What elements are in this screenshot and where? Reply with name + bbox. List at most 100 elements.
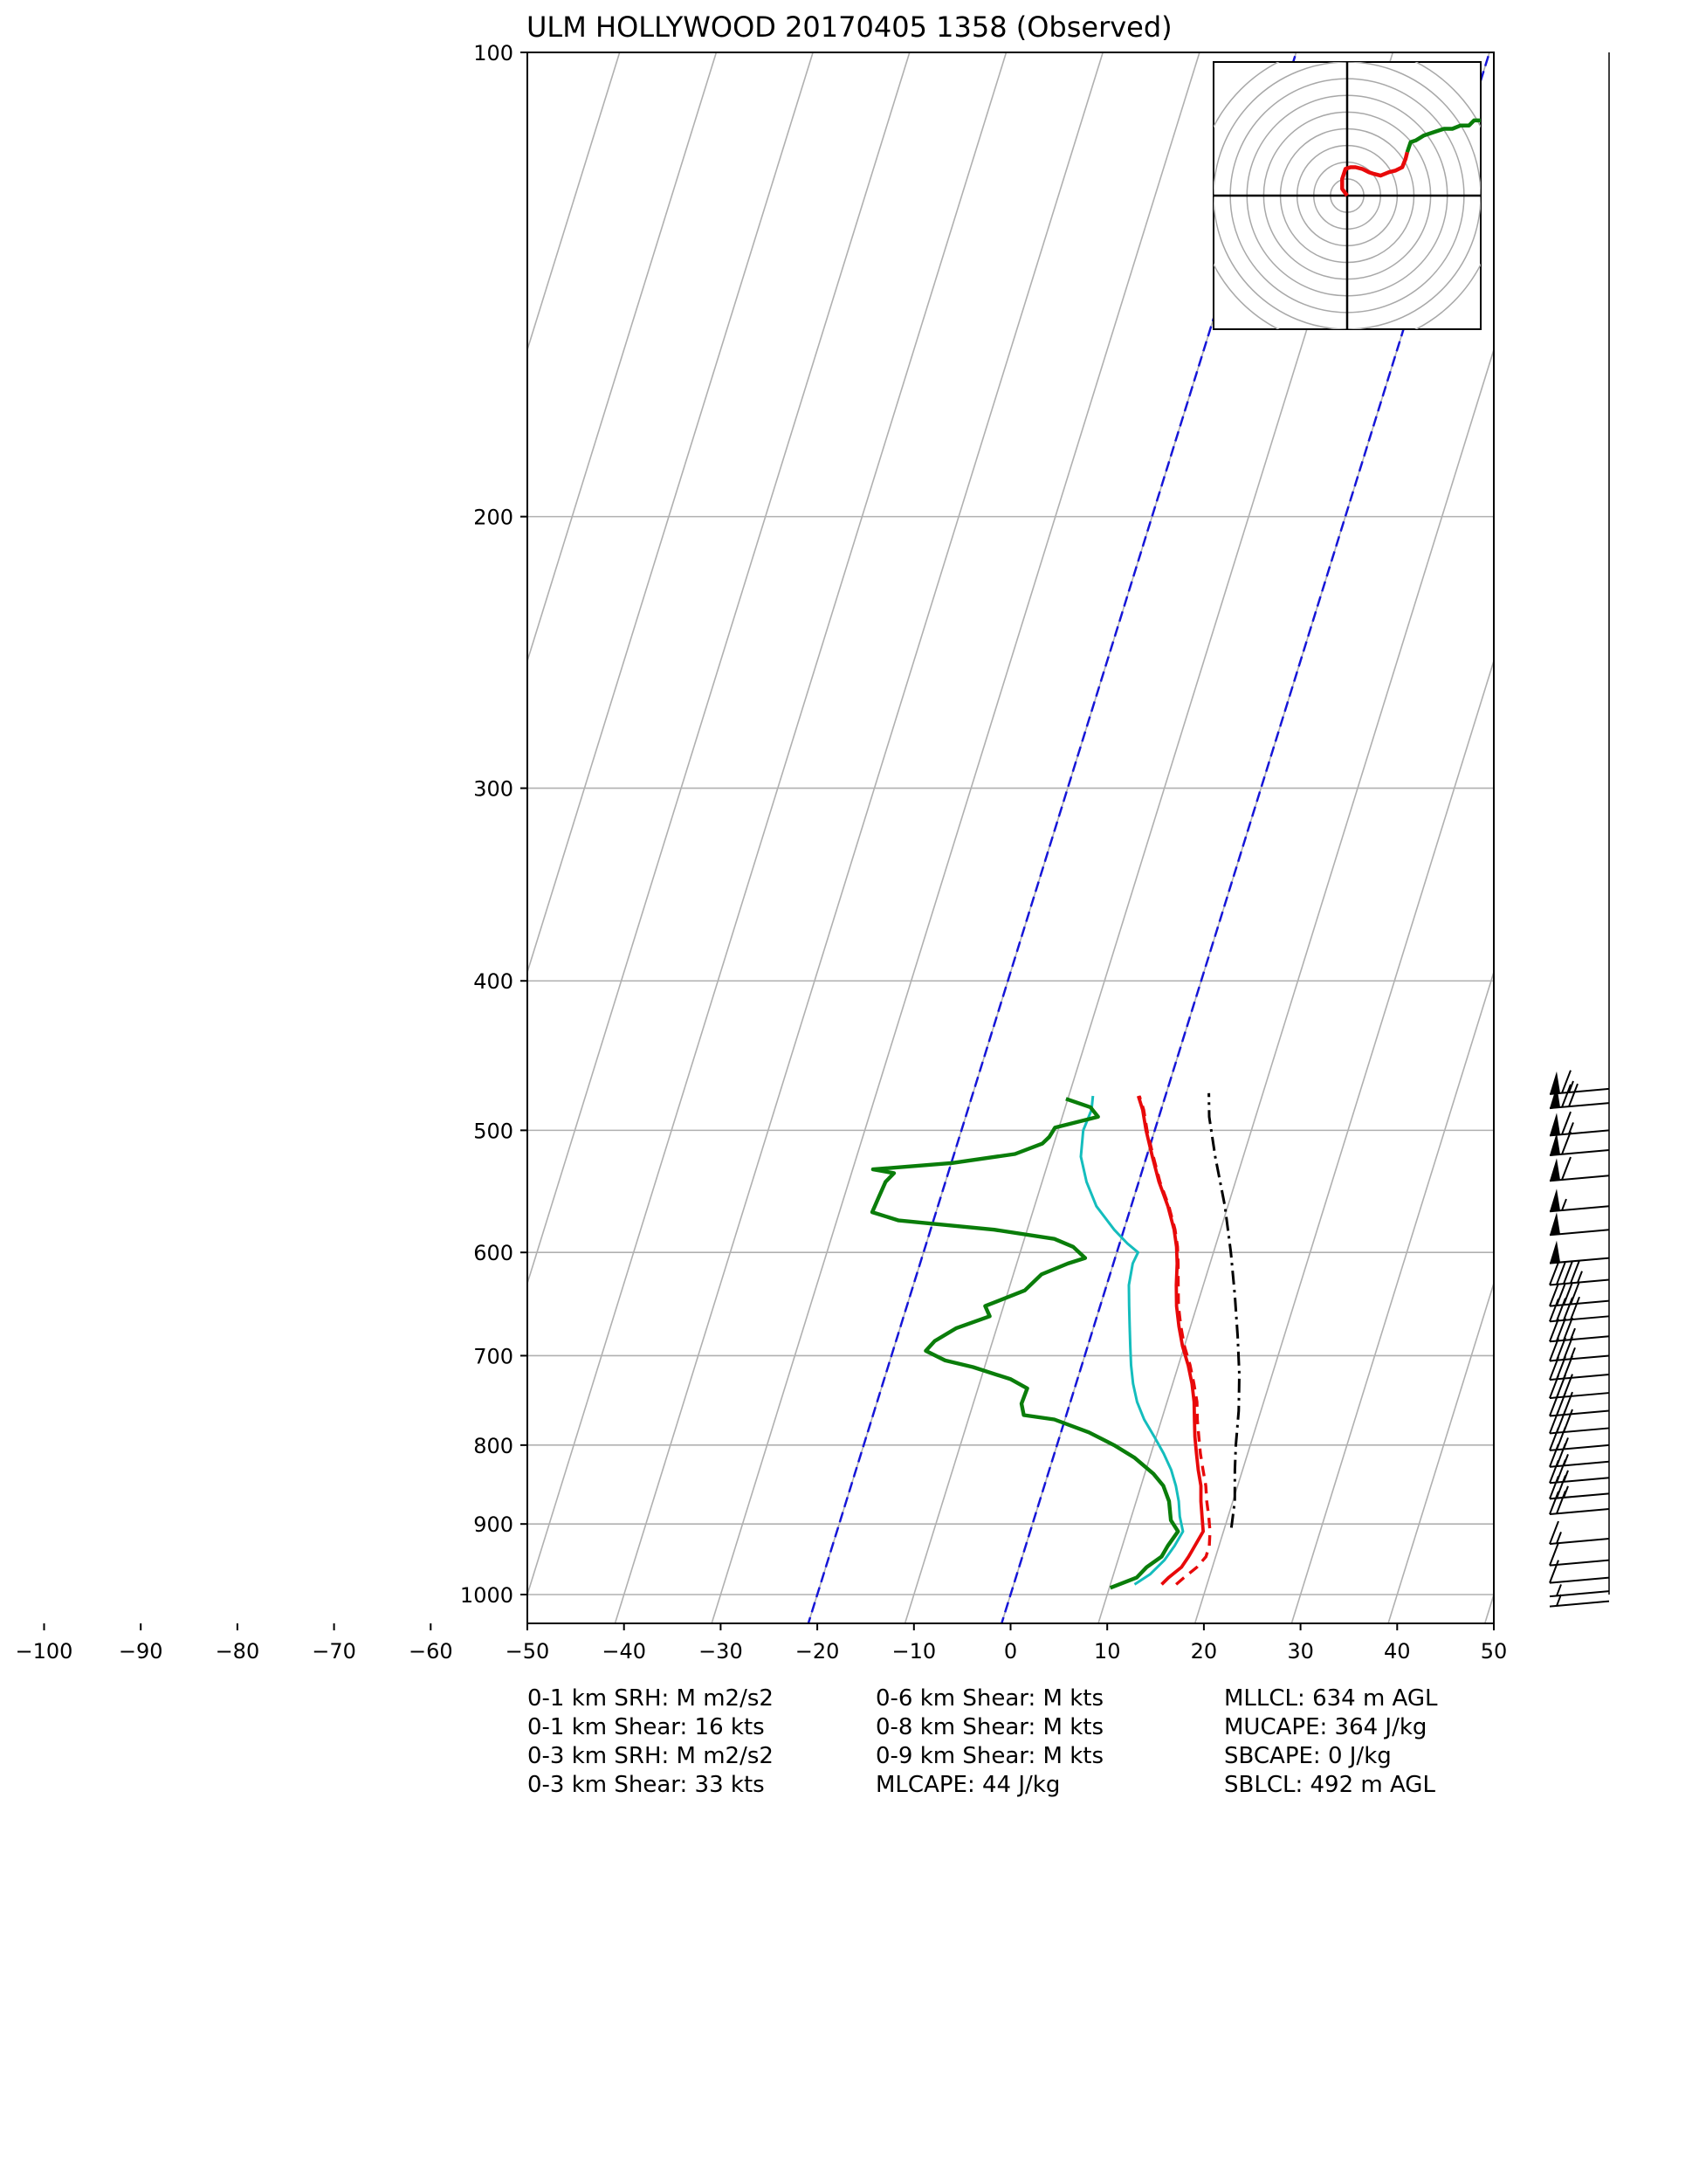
hodograph bbox=[1213, 61, 1482, 330]
isotherm-line bbox=[0, 52, 40, 1627]
y-tick-label: 400 bbox=[473, 969, 513, 994]
barb-shaft bbox=[1549, 1102, 1610, 1110]
barb-shaft bbox=[1549, 1129, 1610, 1137]
isotherm-line bbox=[1387, 1280, 1494, 1623]
barb-full-feather bbox=[1556, 1337, 1566, 1361]
wetbulb-trace bbox=[1079, 1095, 1185, 1586]
wind-barb bbox=[1549, 1083, 1610, 1110]
stat-col2-line: MLCAPE: 44 J/kg bbox=[876, 1772, 1060, 1798]
x-tick-label: −50 bbox=[506, 1639, 550, 1664]
y-tick-label: 500 bbox=[473, 1119, 513, 1143]
barb-full-feather bbox=[1549, 1318, 1559, 1342]
wind-barb bbox=[1549, 1594, 1610, 1608]
barb-full-feather bbox=[1570, 1296, 1580, 1320]
barb-full-feather bbox=[1549, 1475, 1559, 1499]
barb-shaft bbox=[1549, 1443, 1610, 1451]
barb-full-feather bbox=[1563, 1336, 1573, 1361]
isotherm-line bbox=[527, 52, 1008, 1597]
wind-barb bbox=[1549, 1156, 1610, 1182]
barb-flag bbox=[1550, 1113, 1560, 1136]
barb-full-feather bbox=[1549, 1374, 1559, 1399]
barb-full-feather bbox=[1561, 1111, 1572, 1135]
wind-barb bbox=[1549, 1560, 1610, 1584]
sounding-indices: 0-1 km SRH: M m2/s20-1 km Shear: 16 kts 0… bbox=[527, 1685, 1438, 1798]
stat-col1-line: 0-3 km Shear: 33 kts bbox=[527, 1772, 765, 1798]
barb-shaft bbox=[1549, 1392, 1610, 1400]
stat-col3-line: SBCAPE: 0 J/kg bbox=[1224, 1743, 1392, 1769]
stat-col3-line: MLLCL: 634 m AGL bbox=[1224, 1685, 1438, 1712]
isotherm-line bbox=[0, 52, 426, 1627]
barb-full-feather bbox=[1568, 1083, 1579, 1107]
x-tick-label: 50 bbox=[1481, 1639, 1508, 1664]
barb-full-feather bbox=[1549, 1443, 1559, 1468]
y-tick-label: 900 bbox=[473, 1512, 513, 1537]
x-tick-label: 20 bbox=[1191, 1639, 1218, 1664]
barb-flag bbox=[1550, 1133, 1560, 1156]
barb-full-feather bbox=[1563, 1260, 1573, 1285]
barb-shaft bbox=[1549, 1354, 1610, 1362]
stat-col2-line: 0-8 km Shear: M kts bbox=[876, 1714, 1104, 1740]
barb-shaft bbox=[1549, 1335, 1610, 1343]
x-tick-label: 0 bbox=[1004, 1639, 1017, 1664]
stat-col3-line: MUCAPE: 364 J/kg bbox=[1224, 1714, 1427, 1740]
wind-barb bbox=[1549, 1070, 1610, 1095]
barb-full-feather bbox=[1556, 1490, 1566, 1514]
isotherm-line bbox=[0, 52, 330, 1627]
barb-full-feather bbox=[1556, 1298, 1566, 1321]
wind-barb bbox=[1549, 1542, 1610, 1567]
barb-shaft bbox=[1549, 1477, 1610, 1485]
hodograph-traces bbox=[1340, 118, 1481, 197]
barb-full-feather bbox=[1561, 1156, 1572, 1181]
x-tick-label: −60 bbox=[409, 1639, 453, 1664]
y-tick-label: 800 bbox=[473, 1434, 513, 1458]
barb-full-feather bbox=[1556, 1318, 1566, 1341]
x-tick-label: −90 bbox=[119, 1639, 163, 1664]
stat-col2-line: 0-6 km Shear: M kts bbox=[876, 1685, 1104, 1712]
isotherm-line bbox=[527, 52, 911, 1286]
barb-full-feather bbox=[1561, 1131, 1572, 1155]
wind-barb bbox=[1549, 1490, 1610, 1515]
isotherm-line bbox=[1193, 658, 1494, 1623]
isotherm-line bbox=[1483, 1592, 1494, 1623]
isotherm-line bbox=[1097, 347, 1494, 1623]
isotherm-line bbox=[527, 52, 621, 353]
wind-barb bbox=[1549, 1188, 1610, 1213]
barb-full-feather bbox=[1549, 1410, 1559, 1434]
barb-full-feather bbox=[1549, 1542, 1559, 1567]
barb-half-feather bbox=[1568, 1080, 1574, 1093]
barb-full-feather bbox=[1549, 1298, 1559, 1322]
barb-flag bbox=[1550, 1085, 1560, 1109]
barb-shaft bbox=[1549, 1315, 1610, 1323]
barb-full-feather bbox=[1549, 1338, 1559, 1361]
wind-barb bbox=[1549, 1240, 1610, 1264]
stat-col1-line: 0-1 km Shear: 16 kts bbox=[527, 1714, 765, 1740]
x-tick-label: −40 bbox=[602, 1639, 646, 1664]
barb-full-feather bbox=[1570, 1260, 1580, 1284]
barb-shaft bbox=[1549, 1409, 1610, 1417]
wind-barb bbox=[1549, 1260, 1610, 1286]
wind-barb bbox=[1549, 1111, 1610, 1137]
stat-col3-line: SBLCL: 492 m AGL bbox=[1224, 1772, 1435, 1798]
stat-col1-line: 0-3 km SRH: M m2/s2 bbox=[527, 1743, 774, 1769]
barb-full-feather bbox=[1561, 1070, 1572, 1094]
barb-full-feather bbox=[1549, 1520, 1559, 1545]
x-tick-label: −80 bbox=[216, 1639, 260, 1664]
y-tick-label: 700 bbox=[473, 1344, 513, 1368]
y-tick-label: 300 bbox=[473, 777, 513, 802]
barb-flag bbox=[1550, 1240, 1560, 1264]
barb-shaft bbox=[1549, 1507, 1610, 1515]
wind-barbs bbox=[1549, 52, 1610, 1608]
isotherm-line bbox=[614, 52, 1104, 1623]
isotherm-line bbox=[0, 52, 233, 1627]
isotherm-line bbox=[711, 52, 1200, 1623]
wind-barb bbox=[1549, 1281, 1610, 1307]
wind-barb bbox=[1549, 1296, 1610, 1323]
hodograph-trace-upper bbox=[1405, 118, 1481, 154]
wind-barb bbox=[1549, 1317, 1610, 1343]
barb-full-feather bbox=[1563, 1317, 1573, 1341]
chart-title: ULM HOLLYWOOD 20170405 1358 (Observed) bbox=[526, 10, 1173, 44]
isotherm-line bbox=[527, 52, 718, 664]
barb-full-feather bbox=[1549, 1356, 1559, 1381]
